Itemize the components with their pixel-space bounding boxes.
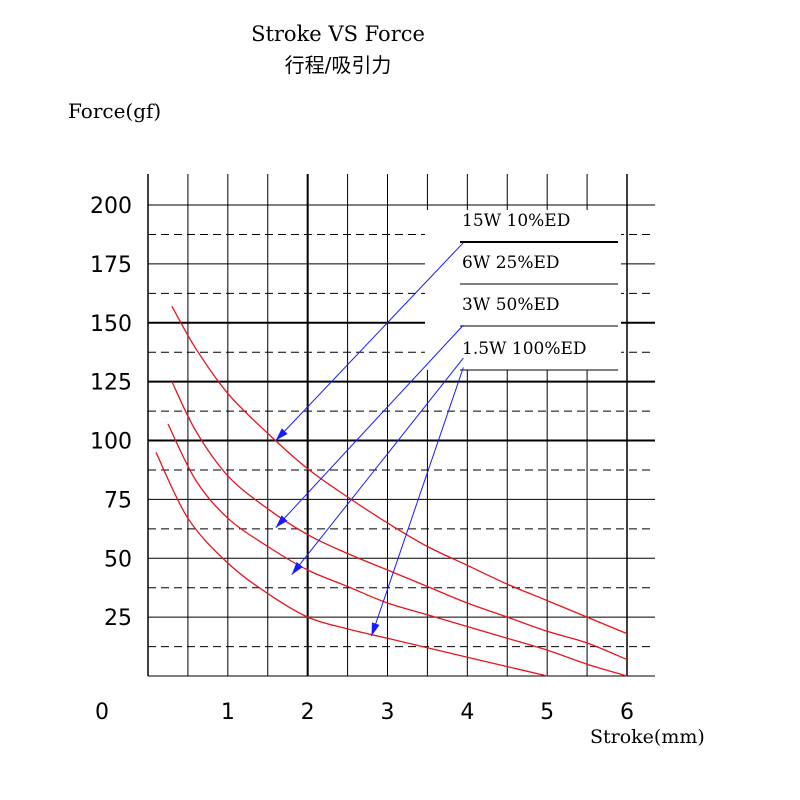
legend-arrow-line (275, 242, 464, 441)
legend-arrow-head (275, 428, 288, 441)
x-tick-label: 4 (460, 700, 474, 725)
series-lines (155, 305, 628, 677)
tick-labels: 200 175 150 125 100 75 50 25 0 1 2 3 4 5 6 (90, 194, 634, 725)
legend-arrow-head (291, 562, 303, 575)
y-tick-label: 100 (90, 430, 132, 455)
y-axis-label: Force(gf) (68, 99, 161, 123)
x-axis-label: Stroke(mm) (590, 726, 705, 748)
chart-title: Stroke VS Force (251, 22, 425, 46)
y-tick-label: 50 (104, 547, 132, 572)
x-tick-label: 1 (221, 700, 235, 725)
series-line (155, 452, 548, 677)
legend-arrow-head (371, 622, 380, 636)
x-tick-label: 2 (301, 700, 315, 725)
x-tick-label: 5 (540, 700, 554, 725)
legend-arrow-line (291, 357, 464, 576)
legend: 15W 10%ED 6W 25%ED 3W 50%ED 1.5W 100%ED (460, 211, 618, 371)
y-tick-label: 175 (90, 253, 132, 278)
y-tick-label: 125 (90, 371, 132, 396)
series-line (171, 381, 628, 661)
y-tick-label: 200 (90, 194, 132, 219)
y-tick-label: 25 (104, 606, 132, 631)
legend-entry-label: 6W 25%ED (462, 253, 560, 273)
x-tick-label: 0 (95, 700, 109, 725)
y-tick-label: 150 (90, 312, 132, 337)
legend-entry-label: 1.5W 100%ED (462, 339, 587, 359)
chart-subtitle: 行程/吸引力 (285, 53, 392, 77)
legend-arrow-head (275, 515, 288, 528)
y-tick-label: 75 (104, 488, 132, 513)
legend-entry-label: 15W 10%ED (462, 211, 570, 231)
series-line (167, 423, 628, 677)
legend-arrow-line (275, 324, 464, 528)
legend-background (425, 210, 621, 370)
x-tick-label: 6 (620, 700, 634, 725)
legend-arrows (275, 242, 464, 637)
series-line (171, 305, 628, 635)
legend-arrow-line (371, 367, 464, 637)
legend-entry-label: 3W 50%ED (462, 295, 560, 315)
x-tick-label: 3 (381, 700, 395, 725)
